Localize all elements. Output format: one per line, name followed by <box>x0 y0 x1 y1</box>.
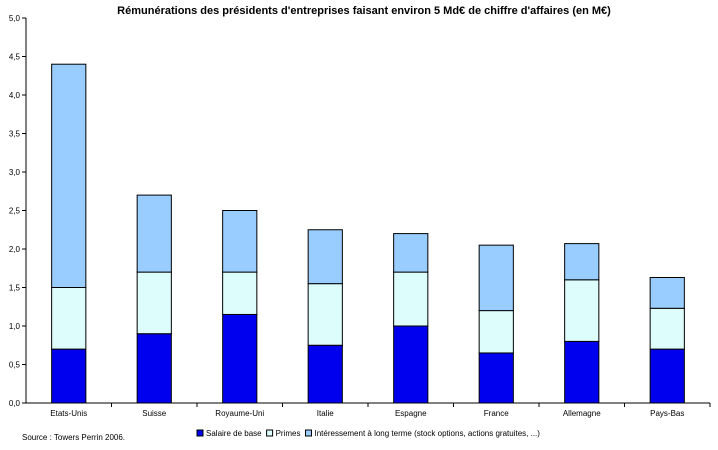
y-tick-label: 5,0 <box>9 14 21 23</box>
bar-area <box>51 63 685 404</box>
y-axis-ticks: 0,0 0,5 1,0 1,5 2,0 2,5 3,0 3,5 4,0 4,5 5,0 <box>9 14 26 408</box>
y-tick-label: 1,5 <box>9 284 21 293</box>
bar-segment-1 <box>51 348 87 404</box>
y-tick-label: 4,5 <box>9 53 21 62</box>
x-tick-label: Etats-Unis <box>50 409 87 418</box>
y-tick-label: 3,0 <box>9 168 21 177</box>
bar-segment-1 <box>307 344 343 404</box>
bar-segment-2 <box>307 283 343 346</box>
bar-segment-1 <box>564 340 600 404</box>
y-tick-label: 1,0 <box>9 322 21 331</box>
x-tick-label: Allemagne <box>563 409 601 418</box>
legend-label: Intéressement à long terme (stock option… <box>314 429 540 438</box>
bar-segment-1 <box>393 325 429 404</box>
bar-segment-1 <box>649 348 685 404</box>
y-tick-label: 0,0 <box>9 399 21 408</box>
bar-segment-2 <box>222 271 258 315</box>
legend-swatch <box>196 429 204 437</box>
bar-segment-3 <box>222 210 258 273</box>
x-tick-label: France <box>484 409 509 418</box>
x-tick-label: Suisse <box>142 409 167 418</box>
legend-label: Salaire de base <box>206 429 262 438</box>
bar-segment-2 <box>51 287 87 350</box>
category-labels: Etats-Unis Suisse Royaume-Uni Italie Espagne… <box>50 403 711 418</box>
legend: Salaire de base Primes Intéressement à lon… <box>196 429 540 438</box>
bar-segment-2 <box>649 307 685 350</box>
bar-segment-3 <box>649 276 685 309</box>
legend-swatch <box>266 429 274 437</box>
bar-segment-3 <box>478 244 514 312</box>
x-tick-label: Espagne <box>395 409 427 418</box>
bar-segment-3 <box>393 233 429 273</box>
bar-segment-2 <box>136 271 172 335</box>
bar-segment-3 <box>51 63 87 288</box>
bar-segment-3 <box>307 229 343 285</box>
bar-segment-3 <box>136 194 172 273</box>
y-tick-label: 3,5 <box>9 130 21 139</box>
y-tick-label: 2,5 <box>9 207 21 216</box>
bar-segment-2 <box>564 279 600 342</box>
legend-swatch <box>304 429 312 437</box>
chart-title: Rémunérations des présidents d'entrepris… <box>117 5 611 17</box>
y-tick-label: 0,5 <box>9 361 21 370</box>
x-tick-label: Italie <box>317 409 334 418</box>
y-tick-label: 2,0 <box>9 245 21 254</box>
bar-segment-2 <box>393 271 429 327</box>
bar-segment-1 <box>478 352 514 404</box>
y-tick-label: 4,0 <box>9 91 21 100</box>
x-tick-label: Royaume-Uni <box>215 409 264 418</box>
legend-label: Primes <box>276 429 301 438</box>
bar-segment-2 <box>478 310 514 354</box>
bar-segment-1 <box>136 333 172 404</box>
bar-segment-3 <box>564 243 600 281</box>
x-tick-label: Pays-Bas <box>650 409 684 418</box>
bar-segment-1 <box>222 313 258 404</box>
source-note: Source : Towers Perrin 2006. <box>22 433 125 442</box>
